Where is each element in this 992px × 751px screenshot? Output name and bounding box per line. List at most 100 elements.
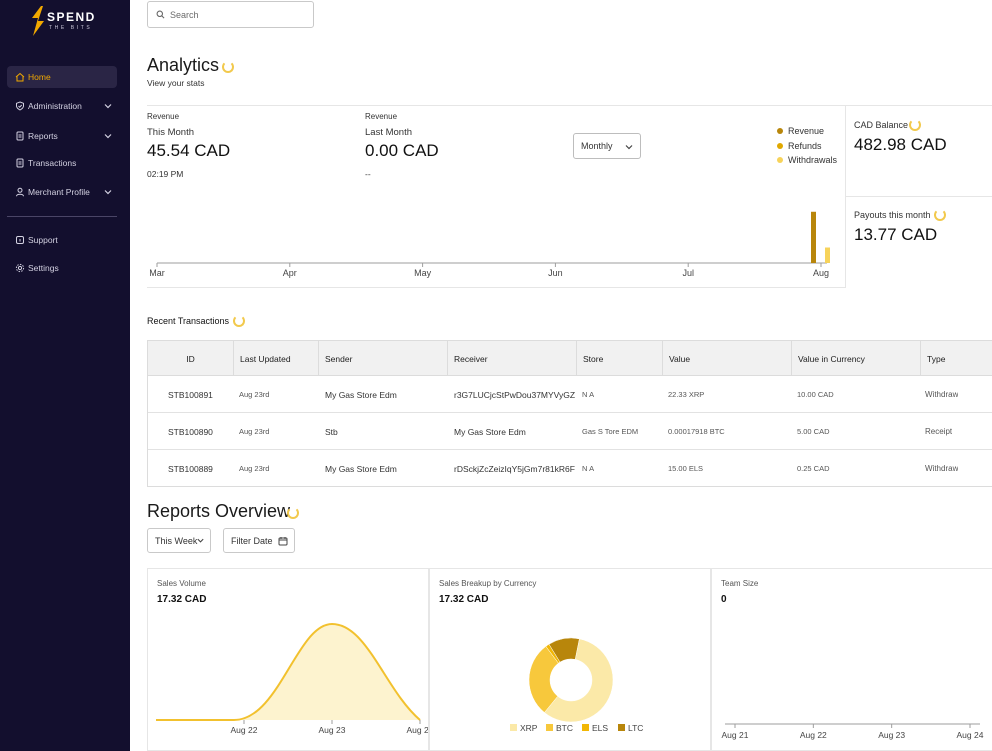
legend-dot xyxy=(777,143,783,149)
cell-updated: Aug 23rd xyxy=(239,390,270,399)
refresh-spinner-icon[interactable] xyxy=(909,119,921,131)
cad-balance-label: CAD Balance xyxy=(854,120,909,130)
column-header-sender[interactable]: Sender xyxy=(318,341,447,376)
sidebar-item-reports[interactable]: Reports xyxy=(7,125,117,147)
gear-icon xyxy=(14,263,25,274)
cell-type: Withdraw xyxy=(925,390,959,399)
period-select[interactable]: Monthly xyxy=(573,133,641,159)
analytics-title: Analytics xyxy=(147,55,220,75)
cell-value: 0.00017918 BTC xyxy=(668,427,725,436)
cell-receiver: rDSckjZcZeizIqY5jGm7r81kR6F xyxy=(454,463,575,474)
area-fill xyxy=(156,624,420,720)
sales-volume-card: Sales Volume 17.32 CAD Aug 22 Aug 23 Aug 2… xyxy=(147,568,429,751)
cell-sender: Stb xyxy=(325,426,338,437)
column-header-value-in-currency[interactable]: Value in Currency xyxy=(791,341,920,376)
sidebar: SPEND THE BITS Home Administration Repor… xyxy=(0,0,130,751)
legend-swatch xyxy=(618,724,625,731)
search-placeholder: Search xyxy=(170,9,199,20)
card-title: Sales Volume xyxy=(157,579,206,588)
filter-date-button[interactable]: Filter Date xyxy=(223,528,295,553)
cell-id: STB100890 xyxy=(168,426,213,437)
card-value: 0 xyxy=(721,594,727,605)
divider xyxy=(147,287,846,288)
column-header-type[interactable]: Type xyxy=(920,341,992,376)
x-tick-label: Aug 23 xyxy=(319,725,346,735)
cell-id: STB100889 xyxy=(168,463,213,474)
refresh-spinner-icon[interactable] xyxy=(934,209,946,221)
search-icon xyxy=(156,10,165,19)
column-header-last-updated[interactable]: Last Updated xyxy=(233,341,318,376)
last-month-revenue: 0.00 CAD xyxy=(365,141,439,160)
legend-label: ELS xyxy=(592,723,608,733)
currency-donut-chart: XRP BTC ELS LTC xyxy=(510,637,643,733)
legend-refunds: Refunds xyxy=(777,141,822,151)
legend-swatch xyxy=(546,724,553,731)
team-size-card: Team Size 0 Aug 21 Aug 22 Aug 23 Aug 24 xyxy=(711,568,992,751)
support-icon xyxy=(14,235,25,246)
brand-logo[interactable]: SPEND THE BITS xyxy=(30,6,110,36)
sidebar-item-transactions[interactable]: Transactions xyxy=(7,152,117,174)
revenue-label: Revenue xyxy=(365,112,398,121)
card-title: Team Size xyxy=(721,579,759,588)
payouts-value: 13.77 CAD xyxy=(854,225,938,244)
sidebar-item-merchant-profile[interactable]: Merchant Profile xyxy=(7,181,117,203)
sidebar-item-label: Settings xyxy=(28,263,59,273)
refresh-spinner-icon[interactable] xyxy=(287,507,299,519)
cell-updated: Aug 23rd xyxy=(239,464,270,473)
payouts-label: Payouts this month xyxy=(854,210,931,220)
cell-receiver: r3G7LUCjcStPwDou37MYVyGZ xyxy=(454,389,576,400)
cell-sender: My Gas Store Edm xyxy=(325,389,397,400)
table-row[interactable]: STB100890 Aug 23rd Stb My Gas Store Edm … xyxy=(148,413,992,450)
cell-value: 15.00 ELS xyxy=(668,464,704,473)
chevron-down-icon xyxy=(625,145,633,150)
x-tick-label: Apr xyxy=(283,268,297,278)
table-row[interactable]: STB100889 Aug 23rd My Gas Store Edm rDSc… xyxy=(148,450,992,487)
analytics-bar-chart: Mar Apr May Jun Jul Aug xyxy=(149,211,830,278)
card-title: Sales Breakup by Currency xyxy=(439,579,537,588)
cell-currency: 10.00 CAD xyxy=(797,390,834,399)
sidebar-item-settings[interactable]: Settings xyxy=(7,257,117,279)
x-tick-label: Jul xyxy=(682,268,694,278)
refresh-spinner-icon[interactable] xyxy=(222,61,234,73)
cell-type: Receipt xyxy=(925,427,953,436)
sales-volume-chart: Aug 22 Aug 23 Aug 24 xyxy=(156,622,428,735)
sidebar-item-label: Transactions xyxy=(28,158,77,168)
refresh-spinner-icon[interactable] xyxy=(233,315,245,327)
slice-ltc xyxy=(548,637,580,663)
column-header-id[interactable]: ID xyxy=(186,353,195,364)
sidebar-item-support[interactable]: Support xyxy=(7,229,117,251)
sidebar-item-administration[interactable]: Administration xyxy=(7,95,117,117)
column-header-receiver[interactable]: Receiver xyxy=(447,341,576,376)
sidebar-divider xyxy=(7,216,117,217)
last-month-label: Last Month xyxy=(365,127,412,138)
search-input[interactable]: Search xyxy=(147,1,314,28)
x-tick-label: Aug 23 xyxy=(878,730,905,740)
shield-icon xyxy=(14,101,25,112)
cell-currency: 0.25 CAD xyxy=(797,464,830,473)
x-tick-label: Jun xyxy=(548,268,563,278)
logo-bolt-icon xyxy=(32,6,44,36)
cell-store: N A xyxy=(582,464,595,473)
column-header-store[interactable]: Store xyxy=(576,341,662,376)
user-icon xyxy=(14,187,25,198)
reports-title: Reports Overview xyxy=(147,501,291,521)
x-tick-label: Aug 24 xyxy=(957,730,984,740)
legend-revenue: Revenue xyxy=(777,126,824,136)
area-line xyxy=(156,622,421,721)
range-select[interactable]: This Week xyxy=(147,528,211,553)
chevron-down-icon xyxy=(197,538,204,543)
this-month-time: 02:19 PM xyxy=(147,169,184,179)
chevron-down-icon xyxy=(104,134,112,139)
legend-label: LTC xyxy=(628,723,643,733)
legend-dot xyxy=(777,157,783,163)
chevron-down-icon xyxy=(104,104,112,109)
sidebar-item-label: Home xyxy=(28,72,51,82)
chevron-down-icon xyxy=(104,190,112,195)
card-value: 17.32 CAD xyxy=(439,594,489,605)
report-icon xyxy=(14,131,25,142)
table-row[interactable]: STB100891 Aug 23rd My Gas Store Edm r3G7… xyxy=(148,376,992,413)
column-header-value[interactable]: Value xyxy=(662,341,791,376)
legend-dot xyxy=(777,128,783,134)
home-icon xyxy=(14,72,25,83)
sidebar-item-home[interactable]: Home xyxy=(7,66,117,88)
